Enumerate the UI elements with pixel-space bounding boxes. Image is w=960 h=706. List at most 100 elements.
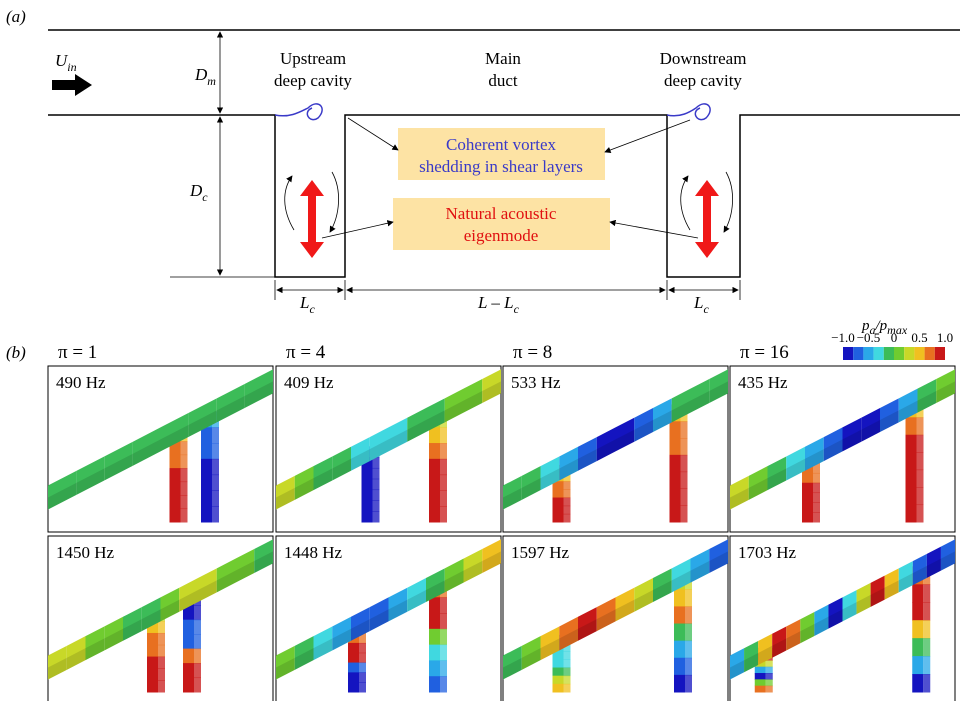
acoustic-arrow (695, 180, 719, 258)
panel-label: (b) (6, 343, 26, 362)
cavity-side (813, 492, 820, 503)
cavity-side (765, 673, 773, 680)
colorbar-tick-label: −1.0 (831, 330, 855, 345)
sub: max (887, 323, 908, 337)
mode-panel: 1450 Hz (47, 535, 274, 703)
cavity-side (372, 457, 380, 469)
duct-segment (463, 379, 483, 413)
flow-curve (329, 171, 339, 233)
l-sub: c (309, 302, 315, 316)
colorbar-swatch (873, 347, 884, 360)
cavity-side (158, 621, 165, 634)
duct-shade (244, 381, 273, 408)
duct-segment (748, 466, 768, 500)
duct-shade (898, 573, 913, 593)
duct-segment (521, 466, 541, 500)
duct-shade (690, 561, 710, 583)
cavity-side (685, 640, 692, 659)
cavity-segment (348, 662, 359, 673)
colorbar-swatch (894, 347, 905, 360)
cavity-side (563, 505, 571, 515)
cavity-side (680, 471, 688, 489)
cavity-side (440, 474, 447, 491)
cavity-segment (802, 512, 813, 523)
duct-segment (709, 369, 728, 404)
cavity-side (916, 452, 924, 471)
duct-segment (842, 417, 862, 452)
p: p (879, 318, 888, 334)
cavity-segment (905, 452, 917, 471)
duct-segment (884, 568, 899, 600)
duct-segment (216, 558, 236, 593)
cavity-side (680, 421, 688, 439)
duct-segment (48, 645, 67, 680)
duct-shade (388, 429, 408, 452)
cavity-side (813, 482, 820, 494)
duct-shade (369, 439, 389, 462)
duct-shade (634, 420, 653, 442)
cavity-segment (912, 620, 924, 639)
cavity-segment (669, 471, 681, 489)
colorbar-swatch (934, 347, 945, 360)
cavity-side (158, 656, 165, 669)
colorbar-tick-label: 0 (891, 330, 898, 345)
cavity-segment (802, 492, 813, 503)
duct-segment (926, 546, 941, 578)
duct-shade (351, 619, 370, 641)
cavity-segment (147, 621, 158, 634)
cavity-side (194, 648, 201, 664)
duct-segment (216, 383, 245, 423)
duct-shade (653, 580, 672, 603)
duct-segment (76, 456, 105, 495)
label-bg (506, 370, 578, 394)
cavity-segment (552, 513, 564, 523)
main-duct-label: Main (485, 49, 521, 68)
duct-shade (559, 628, 578, 651)
cavity-segment (912, 656, 924, 675)
cavity-side (372, 500, 380, 512)
cavity-segment (754, 673, 766, 680)
l: L (693, 293, 703, 312)
cavity-side (440, 458, 447, 476)
cavity-segment (429, 660, 440, 677)
cavity-segment (674, 606, 685, 625)
duct-shade (615, 599, 635, 622)
main-duct-label: duct (488, 71, 518, 90)
cavity-segment (201, 427, 212, 444)
cavity-side (158, 668, 165, 681)
duct-shade (48, 657, 67, 680)
cavity-side (158, 632, 165, 646)
duct-segment (786, 619, 801, 651)
duct-shade (48, 482, 77, 510)
duct-shade (254, 551, 273, 574)
duct-segment (861, 408, 880, 442)
duct-shade (503, 657, 522, 680)
cavity-side (563, 643, 571, 652)
duct-shade (767, 468, 787, 491)
downstream-label: deep cavity (664, 71, 742, 90)
duct-segment (426, 568, 445, 603)
cavity-segment (429, 490, 440, 507)
duct-shade (814, 616, 829, 636)
u-in: Uin (55, 51, 77, 74)
duct-segment (141, 597, 161, 632)
cavity-side (440, 628, 447, 646)
duct-segment (388, 417, 408, 452)
cavity-segment (183, 648, 194, 664)
mode-panel: 533 Hz (502, 365, 729, 533)
duct-shade (216, 570, 236, 593)
duct-shade (444, 400, 464, 423)
duct-segment (653, 568, 672, 603)
cavity-segment (552, 505, 564, 515)
cavity-segment (169, 441, 181, 456)
duct-shade (160, 599, 180, 622)
acoustic-text: eigenmode (464, 226, 539, 245)
cavity-segment (169, 468, 181, 483)
duct-shade (926, 558, 941, 578)
duct-shade (123, 619, 142, 641)
cavity-side (563, 513, 571, 523)
duct-segment (856, 582, 871, 615)
l-c: Lc (693, 293, 709, 316)
cavity-segment (348, 672, 359, 683)
duct-segment (463, 549, 483, 583)
